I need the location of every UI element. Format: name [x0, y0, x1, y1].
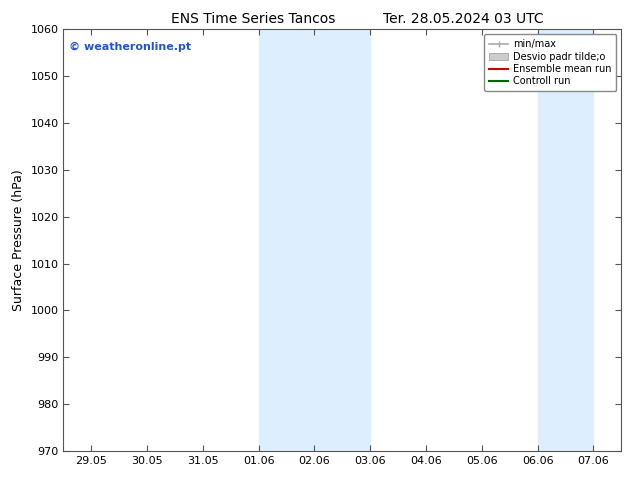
Bar — [538, 29, 593, 451]
Text: ENS Time Series Tancos: ENS Time Series Tancos — [171, 12, 336, 26]
Bar — [314, 29, 370, 451]
Text: Ter. 28.05.2024 03 UTC: Ter. 28.05.2024 03 UTC — [382, 12, 543, 26]
Text: © weatheronline.pt: © weatheronline.pt — [69, 42, 191, 52]
Y-axis label: Surface Pressure (hPa): Surface Pressure (hPa) — [12, 169, 25, 311]
Bar — [259, 29, 314, 451]
Legend: min/max, Desvio padr tilde;o, Ensemble mean run, Controll run: min/max, Desvio padr tilde;o, Ensemble m… — [484, 34, 616, 91]
